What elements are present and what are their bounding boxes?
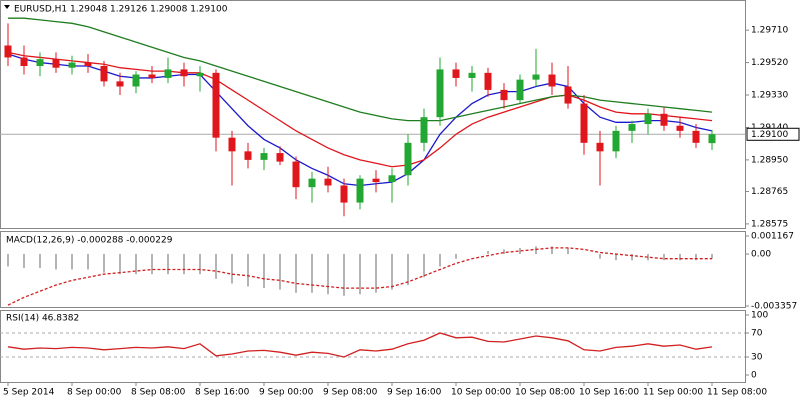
y-tick-label: 1.29710: [751, 26, 788, 36]
candle-body: [628, 124, 636, 131]
candle-body: [692, 130, 700, 143]
x-tick-label: 10 Sep 16:00: [579, 388, 639, 398]
candle-body: [388, 175, 396, 183]
moving-average: [7, 53, 713, 187]
candle-body: [708, 134, 716, 144]
dropdown-icon: [4, 5, 10, 9]
y-tick-label: 0: [751, 371, 757, 381]
x-tick-label: 9 Sep 16:00: [387, 388, 442, 398]
candle-body: [324, 178, 332, 186]
candle-body: [548, 74, 556, 87]
candle-body: [260, 153, 268, 160]
moving-average: [8, 17, 713, 122]
candle-body: [660, 113, 668, 126]
candle-body: [484, 72, 492, 90]
candle-body: [196, 72, 204, 77]
candle-body: [212, 72, 220, 138]
rsi-line: [7, 332, 713, 358]
candle-body: [404, 142, 412, 176]
candle-body: [52, 59, 60, 68]
macd-panel: [0, 231, 746, 308]
macd-title: MACD(12,26,9) -0.000288 -0.000229: [6, 236, 173, 246]
candle-body: [340, 185, 348, 203]
x-tick-label: 5 Sep 2014: [3, 388, 55, 398]
last-price-label: 1.29100: [751, 130, 788, 140]
candle-body: [4, 45, 12, 58]
price-panel: [0, 0, 746, 229]
y-tick-label: 1.29330: [751, 91, 788, 101]
candle-body: [68, 62, 76, 68]
candle-body: [148, 74, 156, 78]
candle-body: [452, 69, 460, 78]
x-tick-label: 9 Sep 00:00: [259, 388, 314, 398]
candle-body: [180, 69, 188, 77]
y-tick-label: 1.28950: [751, 155, 788, 165]
x-tick-label: 10 Sep 08:00: [515, 388, 575, 398]
candle-body: [612, 130, 620, 152]
candle-body: [468, 72, 476, 78]
candle-body: [164, 69, 172, 78]
y-tick-label: 0.001167: [751, 232, 794, 242]
candle-body: [244, 151, 252, 160]
candle-body: [356, 178, 364, 203]
candle-body: [20, 57, 28, 66]
signal-line: [7, 247, 712, 306]
candle-body: [292, 161, 300, 188]
rsi-title: RSI(14) 46.8382: [6, 314, 79, 324]
x-tick-label: 8 Sep 08:00: [131, 388, 186, 398]
candle-body: [36, 59, 44, 66]
candle-body: [436, 69, 444, 118]
candle-body: [100, 65, 108, 82]
y-tick-label: 100: [751, 311, 768, 321]
y-tick-label: 1.28765: [751, 187, 788, 197]
candle-body: [420, 117, 428, 143]
x-tick-label: 9 Sep 08:00: [323, 388, 378, 398]
candle-body: [276, 153, 284, 162]
y-tick-label: 70: [751, 329, 763, 339]
candle-body: [580, 103, 588, 143]
x-tick-label: 8 Sep 16:00: [195, 388, 250, 398]
y-tick-label: 0.00: [751, 250, 771, 260]
y-tick-label: 30: [751, 353, 763, 363]
last-price-box: [746, 127, 800, 141]
x-tick-label: 10 Sep 00:00: [451, 388, 511, 398]
candle-body: [228, 137, 236, 152]
price-title: EURUSD,H1 1.29048 1.29126 1.29008 1.2910…: [14, 5, 228, 15]
candle-body: [676, 125, 684, 131]
candle-body: [644, 113, 652, 125]
candle-body: [116, 81, 124, 87]
x-tick-label: 11 Sep 08:00: [707, 388, 767, 398]
x-tick-label: 11 Sep 00:00: [643, 388, 703, 398]
y-tick-label: -0.003357: [751, 302, 797, 312]
y-tick-label: 1.29520: [751, 58, 788, 68]
candle-body: [84, 62, 92, 66]
candle-body: [372, 178, 380, 183]
y-tick-label: 1.28575: [751, 219, 788, 229]
candle-body: [132, 74, 140, 87]
candle-body: [564, 86, 572, 104]
candle-body: [308, 178, 316, 188]
rsi-panel: [0, 310, 746, 383]
candle-body: [516, 79, 524, 101]
candle-body: [532, 74, 540, 80]
candle-body: [596, 142, 604, 152]
x-tick-label: 8 Sep 00:00: [67, 388, 122, 398]
moving-average: [7, 51, 713, 168]
candle-body: [500, 89, 508, 101]
